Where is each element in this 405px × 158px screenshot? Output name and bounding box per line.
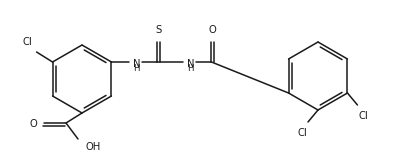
Text: O: O (29, 119, 37, 129)
Text: S: S (155, 25, 161, 35)
Text: N: N (186, 59, 194, 69)
Text: H: H (133, 64, 139, 73)
Text: O: O (208, 25, 216, 35)
Text: H: H (187, 64, 193, 73)
Text: OH: OH (86, 142, 101, 152)
Text: Cl: Cl (358, 111, 367, 121)
Text: Cl: Cl (296, 128, 306, 138)
Text: Cl: Cl (23, 37, 32, 47)
Text: N: N (132, 59, 140, 69)
